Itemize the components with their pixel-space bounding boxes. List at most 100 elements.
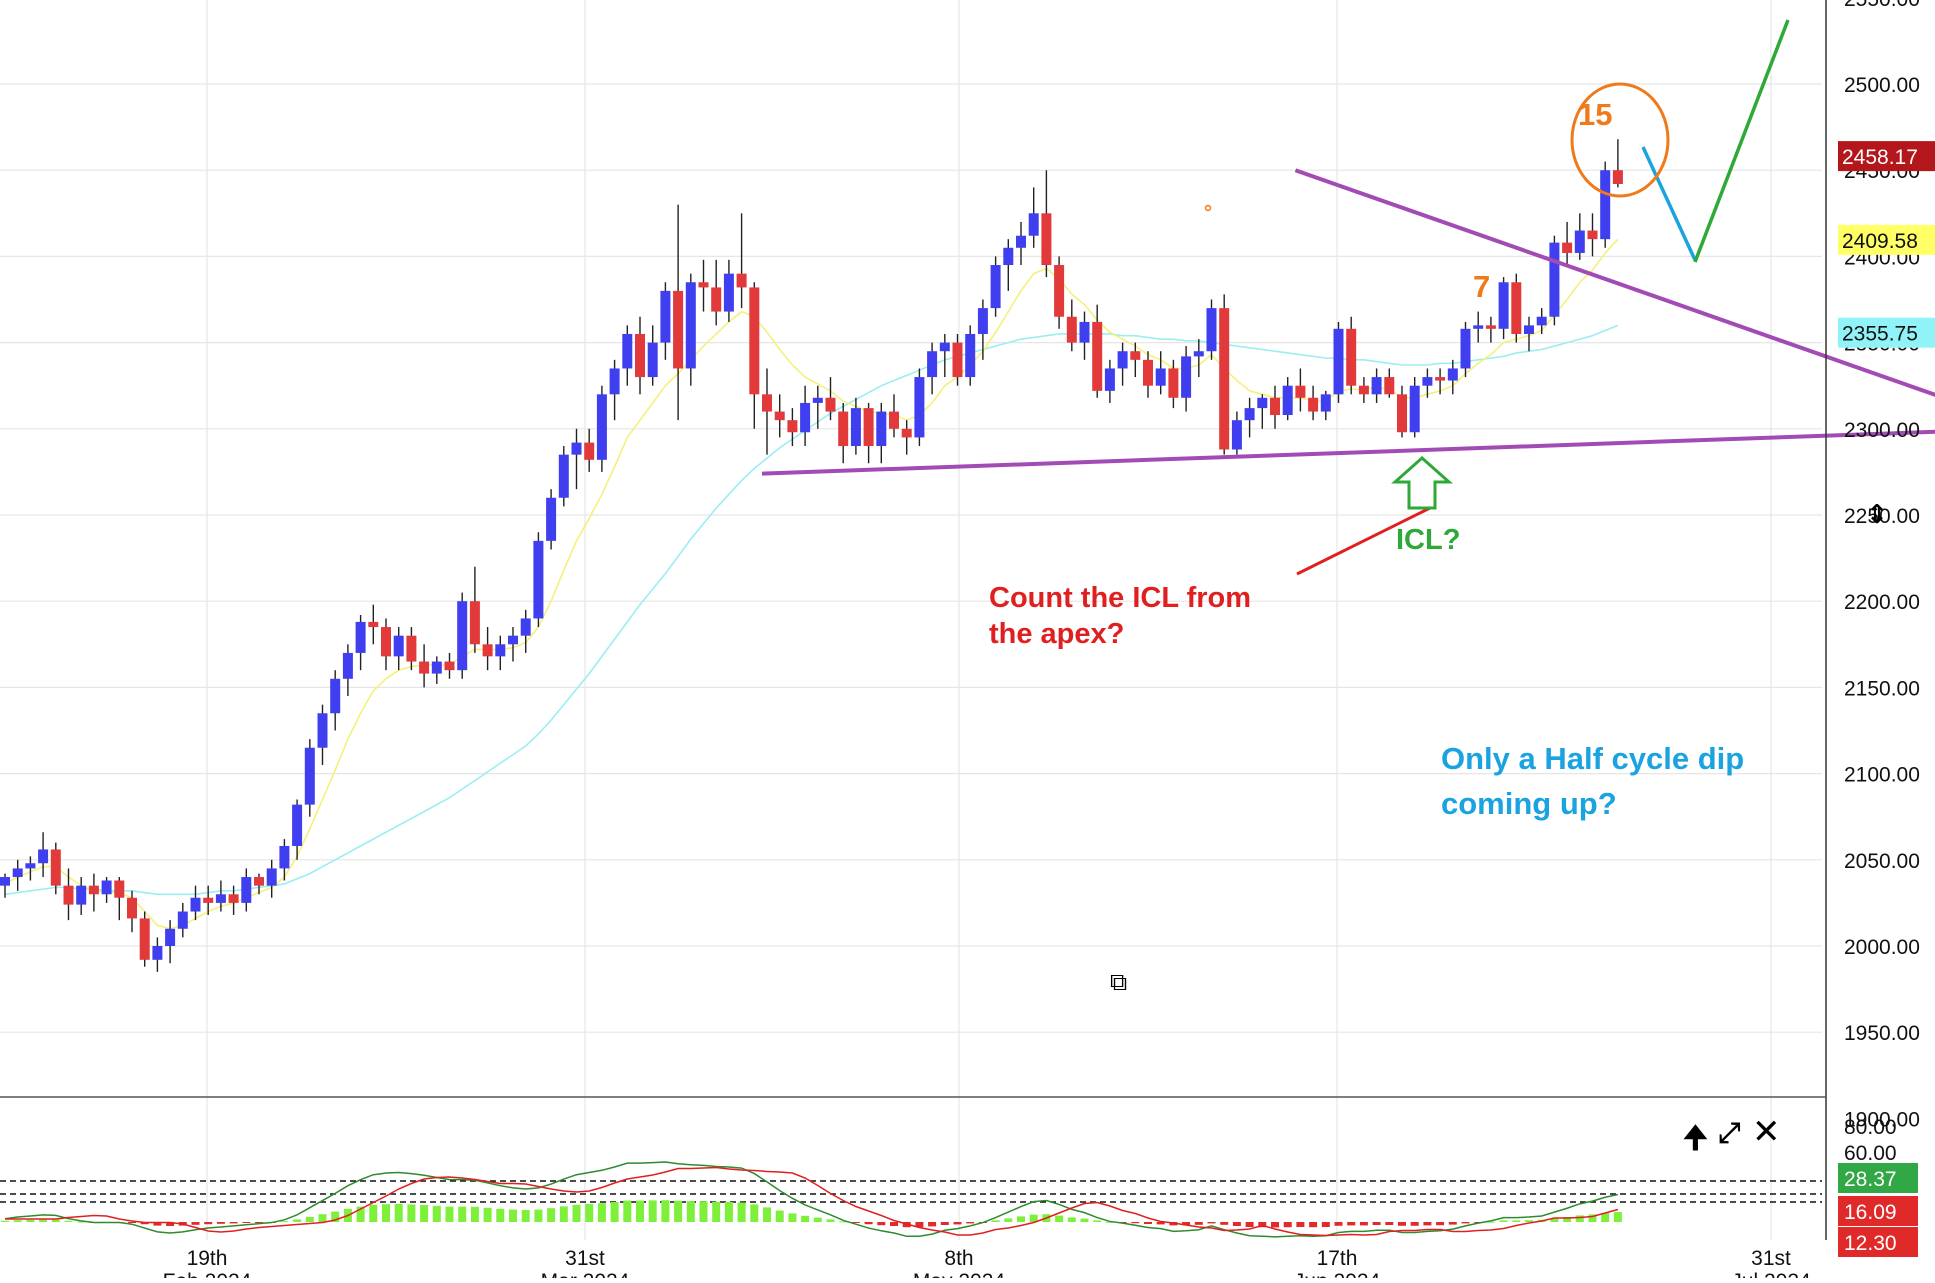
- y-tick-label: 2000.00: [1844, 936, 1920, 959]
- candle-body: [1016, 235, 1026, 248]
- candle-body: [241, 877, 252, 903]
- histogram-bar: [445, 1206, 454, 1222]
- histogram-bar: [991, 1220, 1000, 1222]
- candle-body: [1181, 356, 1192, 398]
- candle-body: [584, 442, 595, 460]
- histogram-bar: [813, 1217, 822, 1222]
- histogram-bar: [64, 1220, 73, 1222]
- candle-body: [990, 265, 1001, 309]
- candle-body: [76, 885, 87, 905]
- candle-body: [419, 661, 430, 674]
- histogram-bar: [788, 1213, 797, 1222]
- histogram-bar: [1309, 1222, 1318, 1228]
- candle-body: [292, 804, 303, 847]
- histogram-bar: [661, 1200, 670, 1222]
- candle-body: [304, 747, 315, 805]
- candle-body: [1143, 359, 1153, 386]
- histogram-bar: [470, 1206, 479, 1222]
- histogram-bar: [1321, 1222, 1330, 1227]
- indicator-tick-label: 80.00: [1844, 1116, 1897, 1139]
- x-tick-label-month: Mar 2024: [541, 1270, 630, 1278]
- expand-icon[interactable]: ⤢: [1718, 1116, 1741, 1149]
- histogram-bar: [826, 1219, 835, 1222]
- histogram-bar: [1410, 1222, 1419, 1226]
- candle-body: [127, 897, 137, 919]
- candle-body: [1549, 242, 1560, 317]
- histogram-bar: [928, 1222, 937, 1227]
- histogram-bar: [597, 1203, 606, 1222]
- histogram-bar: [1461, 1222, 1470, 1224]
- candle-body: [355, 621, 366, 653]
- histogram-bar: [407, 1204, 416, 1222]
- candle-body: [1295, 385, 1306, 398]
- candle-body: [1397, 394, 1407, 433]
- histogram-bar: [51, 1219, 60, 1222]
- candle-body: [1485, 325, 1496, 329]
- count-7-annotation: 7: [1473, 269, 1491, 304]
- histogram-bar: [483, 1207, 492, 1222]
- y-tick-label: 1950.00: [1844, 1022, 1920, 1045]
- window-icon[interactable]: ⧉: [1110, 968, 1128, 996]
- candle-body: [698, 282, 709, 288]
- resize-handle-icon[interactable]: ⇕: [1866, 500, 1888, 530]
- histogram-bar: [1144, 1222, 1152, 1224]
- histogram-bar: [686, 1201, 695, 1222]
- histogram-bar: [1029, 1214, 1038, 1222]
- icl-up-arrow: [1391, 455, 1453, 510]
- histogram-bar: [737, 1202, 746, 1222]
- candle-body: [850, 408, 861, 447]
- candle-body: [1346, 328, 1357, 386]
- candle-body: [546, 497, 557, 541]
- candle-body: [1435, 377, 1446, 381]
- small-dot-marker: [1204, 204, 1212, 212]
- histogram-bar: [877, 1222, 886, 1226]
- close-icon[interactable]: ✕: [1752, 1112, 1781, 1152]
- candle-body: [406, 635, 417, 662]
- y-tick-label: 2300.00: [1844, 419, 1920, 442]
- histogram-bar: [851, 1222, 860, 1223]
- candle-body: [1498, 282, 1509, 329]
- indicator-value-bg: [1838, 1196, 1918, 1226]
- histogram-bar: [1156, 1222, 1165, 1225]
- histogram-bar: [1194, 1222, 1203, 1225]
- candle-body: [1257, 397, 1268, 409]
- histogram-bar: [1525, 1220, 1533, 1222]
- histogram-bar: [521, 1210, 530, 1222]
- histogram-bar: [1347, 1222, 1356, 1226]
- histogram-bar: [890, 1222, 898, 1226]
- candle-body: [812, 397, 823, 403]
- candle-body: [368, 621, 379, 628]
- candle-body: [939, 342, 950, 352]
- candle-body: [1320, 394, 1331, 412]
- histogram-bar: [509, 1209, 517, 1222]
- last-price-label-bg: [1838, 141, 1935, 172]
- candle-body: [457, 601, 468, 671]
- histogram-bar: [674, 1200, 683, 1222]
- apex-question-annotation: Count the ICL from the apex?: [989, 582, 1252, 651]
- candle-body: [762, 394, 772, 412]
- histogram-bar: [369, 1204, 378, 1222]
- histogram-bar: [1080, 1218, 1089, 1222]
- candle-body: [787, 420, 798, 433]
- ma-slow-price-label: 2355.75: [1842, 323, 1918, 346]
- histogram-bar: [534, 1209, 543, 1222]
- candle-body: [1371, 377, 1382, 395]
- candle-body: [889, 411, 899, 429]
- move-up-icon[interactable]: 🠉: [1683, 1121, 1708, 1156]
- candle-body: [673, 290, 684, 369]
- candle-body: [723, 273, 734, 312]
- candle-body: [1206, 308, 1217, 352]
- x-tick-label-month: Jul 2024: [1731, 1270, 1811, 1278]
- histogram-bar: [432, 1205, 441, 1222]
- candle-body: [1079, 321, 1090, 343]
- histogram-bar: [1131, 1222, 1140, 1224]
- candle-body: [711, 287, 722, 312]
- histogram-bar: [318, 1214, 327, 1222]
- histogram-bar: [775, 1210, 784, 1222]
- histogram-bar: [305, 1216, 314, 1222]
- candle-body: [381, 627, 391, 657]
- oscillator-slow-line: [5, 1166, 1619, 1237]
- candle-body: [838, 411, 849, 447]
